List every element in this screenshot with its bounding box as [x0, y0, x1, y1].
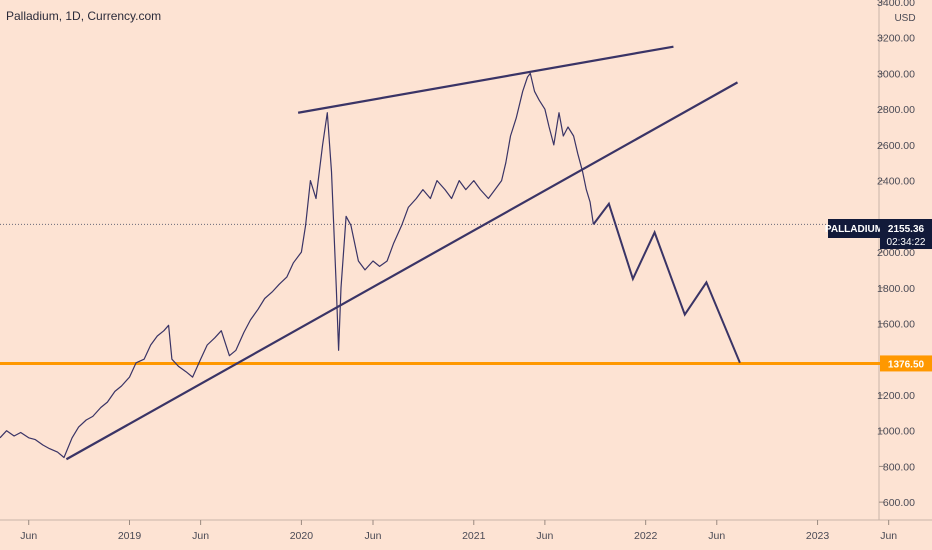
y-tick-label: 2800.00	[877, 104, 915, 116]
y-tick-label: 1600.00	[877, 319, 915, 331]
x-tick-label: 2021	[462, 530, 486, 542]
y-tick-label: 2000.00	[877, 247, 915, 259]
y-tick-label: 3000.00	[877, 68, 915, 80]
x-axis-ticks: Jun 2019 Jun 2020 Jun 2021 Jun 2022 Jun 2023 Jun	[20, 520, 897, 542]
last-price-value: 2155.36	[888, 224, 925, 235]
y-tick-label: 3400.00	[877, 0, 915, 9]
projection-path	[592, 201, 741, 364]
x-tick-label: Jun	[708, 530, 725, 542]
price-series-line	[0, 72, 594, 459]
x-tick-label: Jun	[192, 530, 209, 542]
x-tick-label: Jun	[20, 530, 37, 542]
symbol-tag-bg	[828, 219, 880, 238]
y-tick-label: 2600.00	[877, 140, 915, 152]
horizontal-level-value: 1376.50	[888, 359, 925, 370]
y-tick-label: 3200.00	[877, 33, 915, 45]
y-tick-label: 1200.00	[877, 390, 915, 402]
y-tick-label: 2400.00	[877, 176, 915, 188]
x-tick-label: 2023	[806, 530, 830, 542]
currency-label: USD	[894, 13, 915, 24]
x-tick-label: Jun	[365, 530, 382, 542]
horizontal-level-tag: 1376.50	[880, 355, 932, 372]
y-tick-label: 1000.00	[877, 426, 915, 438]
x-tick-label: 2019	[118, 530, 142, 542]
symbol-label: PALLADIUM	[825, 224, 883, 235]
y-tick-label: 800.00	[883, 461, 915, 473]
support-trendline	[65, 81, 739, 461]
y-tick-label: 1800.00	[877, 283, 915, 295]
y-tick-label: 600.00	[883, 497, 915, 509]
x-tick-label: 2022	[634, 530, 658, 542]
price-tag: PALLADIUM 2155.36 02:34:22	[825, 219, 932, 249]
x-tick-label: Jun	[880, 530, 897, 542]
resistance-trendline	[297, 45, 674, 114]
x-tick-label: 2020	[290, 530, 314, 542]
chart-title: Palladium, 1D, Currency.com	[6, 9, 162, 23]
candle-countdown: 02:34:22	[887, 237, 926, 248]
price-tag-bg	[880, 219, 932, 249]
y-axis-ticks: 600.00 800.00 1000.00 1200.00 1600.00 1800.00…	[877, 0, 915, 509]
x-tick-label: Jun	[536, 530, 553, 542]
